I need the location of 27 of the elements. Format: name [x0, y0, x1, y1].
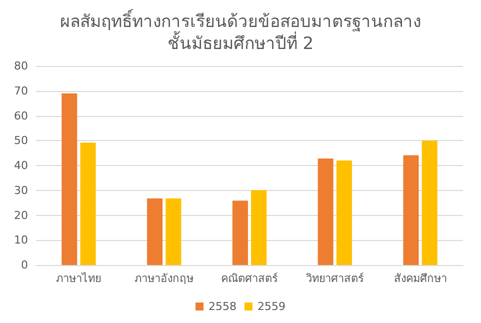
- bar: [80, 142, 96, 265]
- x-tick-label: ภาษาอังกฤษ: [134, 272, 194, 285]
- x-tick-label: วิทยาศาสตร์: [304, 272, 364, 285]
- bar: [147, 198, 163, 265]
- y-tick-label: 40: [14, 159, 28, 172]
- bar: [62, 93, 78, 265]
- y-tick-label: 20: [14, 208, 28, 222]
- bar: [251, 190, 267, 265]
- chart-title: ผลสัมฤทธิ์ทางการเรียนด้วยข้อสอบมาตรฐานกลาง ชั้นมัธยมศึกษาปีที่ 2: [60, 9, 421, 54]
- x-tick-label: คณิตศาสตร์: [221, 272, 278, 285]
- x-tick-label: ภาษาไทย: [56, 272, 102, 285]
- y-tick-label: 30: [14, 184, 28, 197]
- bar: [336, 160, 352, 265]
- y-tick-label: 10: [14, 234, 28, 247]
- bar: [232, 200, 248, 265]
- bar: [422, 140, 438, 265]
- legend-label: 2559: [258, 300, 286, 313]
- y-tick-label: 0: [21, 258, 28, 272]
- y-tick-label: 50: [14, 134, 28, 148]
- legend-label: 2558: [208, 300, 237, 313]
- bar: [166, 198, 182, 265]
- y-tick-label: 80: [14, 60, 28, 72]
- x-tick-label: สังคมศึกษา: [394, 272, 447, 285]
- bar: [403, 155, 419, 265]
- bar: [318, 158, 334, 265]
- y-tick-label: 60: [14, 109, 28, 122]
- y-tick-label: 70: [14, 84, 28, 98]
